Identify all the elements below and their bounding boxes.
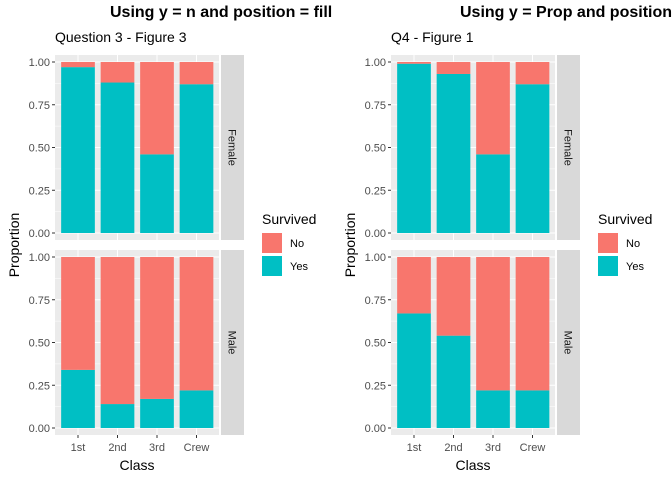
facet-strip-label: Female [226, 129, 238, 166]
x-axis-title: Class [119, 457, 154, 473]
x-tick-label: Crew [184, 442, 210, 454]
chart-title: Using y = Prop and position [460, 4, 672, 21]
bar-yes-crew [515, 390, 550, 428]
y-tick-label: 0.00 [29, 228, 50, 240]
bar-no-1st [61, 62, 95, 68]
bar-yes-crew [179, 390, 214, 428]
legend-key-yes [262, 256, 282, 276]
bar-yes-1st [397, 63, 431, 234]
chart-2: Using y = Prop and position Q4 - Figure 1… [342, 4, 672, 473]
facet-strip [221, 250, 244, 435]
y-tick-label: 0.00 [365, 228, 386, 240]
y-tick-label: 0.00 [365, 423, 386, 435]
legend-key-no [598, 233, 618, 253]
x-tick-label: 1st [71, 442, 86, 454]
bar-no-2nd [436, 62, 471, 74]
y-tick-label: 0.50 [29, 338, 50, 350]
y-tick-label: 0.50 [29, 143, 50, 155]
bar-yes-2nd [436, 335, 471, 428]
y-tick-label: 1.00 [29, 252, 50, 264]
y-tick-label: 0.25 [29, 185, 50, 197]
x-tick-label: 1st [407, 442, 422, 454]
legend-title: Survived [598, 211, 652, 227]
bar-yes-1st [61, 67, 95, 233]
bar-yes-3rd [476, 154, 510, 233]
facet-strip-label: Male [226, 331, 238, 355]
y-axis-title: Proportion [342, 213, 358, 278]
bar-no-3rd [140, 257, 174, 399]
facet-strip [557, 250, 580, 435]
bar-yes-3rd [140, 398, 174, 428]
y-tick-label: 1.00 [365, 57, 386, 69]
bar-yes-2nd [100, 82, 135, 234]
bar-no-crew [515, 257, 550, 391]
bar-yes-1st [397, 313, 431, 428]
bar-yes-2nd [100, 404, 135, 428]
facet-male: 0.00 0.25 0.50 0.75 1.00 Male [365, 250, 580, 435]
x-axis-title: Class [455, 457, 490, 473]
bar-no-crew [515, 62, 550, 85]
y-tick-label: 0.25 [365, 380, 386, 392]
bar-yes-1st [61, 369, 95, 428]
bar-yes-2nd [436, 73, 471, 233]
legend-label-yes: Yes [290, 261, 308, 273]
y-tick-label: 1.00 [365, 252, 386, 264]
bar-no-2nd [100, 62, 135, 83]
bar-no-1st [397, 257, 431, 314]
y-tick-label: 0.75 [365, 295, 386, 307]
bar-no-crew [179, 62, 214, 85]
x-tick-label: Crew [520, 442, 546, 454]
legend-title: Survived [262, 211, 316, 227]
legend: Survived No Yes [262, 211, 316, 276]
facet-male: 0.00 0.25 0.50 0.75 1.00 Male [29, 250, 244, 435]
bar-no-1st [61, 257, 95, 370]
legend-key-no [262, 233, 282, 253]
legend-key-yes [598, 256, 618, 276]
x-tick-label: 2nd [108, 442, 126, 454]
legend-label-no: No [290, 238, 304, 250]
y-tick-label: 0.75 [29, 100, 50, 112]
legend: Survived No Yes [598, 211, 652, 276]
y-tick-label: 0.00 [29, 423, 50, 435]
x-tick-label: 3rd [485, 442, 501, 454]
y-tick-label: 1.00 [29, 57, 50, 69]
facet-female: 0.00 0.25 0.50 0.75 1.00 Female [365, 55, 580, 240]
bar-no-1st [397, 62, 431, 64]
y-tick-label: 0.75 [365, 100, 386, 112]
y-axis-title: Proportion [6, 213, 22, 278]
facet-strip-label: Male [562, 331, 574, 355]
bar-yes-crew [179, 84, 214, 233]
bar-no-crew [179, 257, 214, 391]
chart-1: Using y = n and position = fill Question … [6, 4, 332, 473]
facet-strip-label: Female [562, 129, 574, 166]
facet-strip [557, 55, 580, 240]
facet-strip [221, 55, 244, 240]
bar-no-2nd [436, 257, 471, 336]
y-tick-label: 0.25 [365, 185, 386, 197]
x-tick-label: 2nd [444, 442, 462, 454]
facet-female: 0.00 0.25 0.50 0.75 1.00 Female [29, 55, 244, 240]
bar-no-3rd [476, 257, 510, 391]
y-tick-label: 0.75 [29, 295, 50, 307]
bar-yes-3rd [140, 154, 174, 233]
bar-no-3rd [140, 62, 174, 155]
chart-subtitle: Question 3 - Figure 3 [55, 29, 187, 45]
y-tick-label: 0.50 [365, 338, 386, 350]
bar-no-2nd [100, 257, 135, 405]
legend-label-yes: Yes [626, 261, 644, 273]
chart-subtitle: Q4 - Figure 1 [391, 29, 474, 45]
bar-no-3rd [476, 62, 510, 155]
legend-label-no: No [626, 238, 640, 250]
y-tick-label: 0.50 [365, 143, 386, 155]
chart-title: Using y = n and position = fill [110, 4, 332, 21]
y-tick-label: 0.25 [29, 380, 50, 392]
x-tick-label: 3rd [149, 442, 165, 454]
bar-yes-3rd [476, 390, 510, 428]
bar-yes-crew [515, 84, 550, 233]
